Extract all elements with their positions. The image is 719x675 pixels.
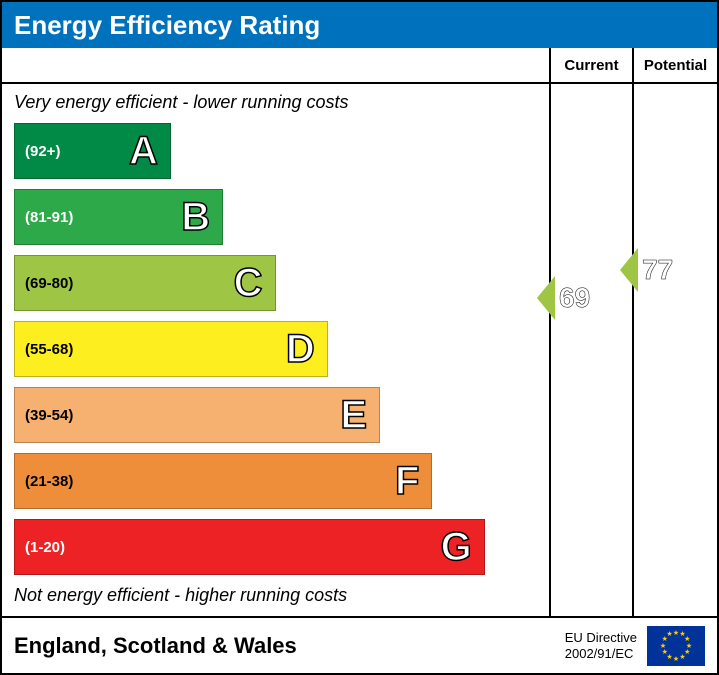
band-bar-c: (69-80) C bbox=[14, 255, 276, 311]
band-bar-a: (92+) A bbox=[14, 123, 171, 179]
eu-star-icon: ★ bbox=[673, 655, 679, 663]
band-range-c: (69-80) bbox=[25, 275, 73, 292]
potential-rating-arrow: 77 bbox=[620, 248, 683, 292]
caption-inefficient: Not energy efficient - higher running co… bbox=[14, 585, 347, 606]
chart-title: Energy Efficiency Rating bbox=[14, 10, 320, 40]
eu-directive-line2: 2002/91/EC bbox=[565, 646, 637, 662]
band-letter-a: A bbox=[129, 129, 158, 174]
eu-flag-icon: ★★★★★★★★★★★★ bbox=[647, 626, 705, 666]
eu-star-icon: ★ bbox=[666, 630, 672, 638]
footer: England, Scotland & Wales EU Directive 2… bbox=[2, 618, 717, 673]
eu-star-icon: ★ bbox=[673, 629, 679, 637]
main-area: Very energy efficient - lower running co… bbox=[2, 48, 717, 618]
band-range-e: (39-54) bbox=[25, 407, 73, 424]
band-bar-e: (39-54) E bbox=[14, 387, 380, 443]
band-range-b: (81-91) bbox=[25, 209, 73, 226]
current-rating-value: 69 bbox=[559, 282, 590, 314]
band-a: (92+) A bbox=[14, 123, 537, 179]
potential-arrow-shape: 77 bbox=[620, 248, 683, 292]
band-letter-e: E bbox=[340, 393, 367, 438]
band-range-f: (21-38) bbox=[25, 473, 73, 490]
eu-star-icon: ★ bbox=[679, 653, 685, 661]
band-range-d: (55-68) bbox=[25, 341, 73, 358]
potential-rating-value: 77 bbox=[642, 254, 673, 286]
eu-directive-line1: EU Directive bbox=[565, 630, 637, 646]
current-rating-arrow: 69 bbox=[537, 276, 600, 320]
footer-right: EU Directive 2002/91/EC ★★★★★★★★★★★★ bbox=[565, 626, 705, 666]
band-letter-c: C bbox=[234, 261, 263, 306]
band-bar-f: (21-38) F bbox=[14, 453, 432, 509]
band-c: (69-80) C bbox=[14, 255, 537, 311]
title-bar: Energy Efficiency Rating bbox=[2, 2, 717, 48]
potential-column: Potential 77 bbox=[634, 48, 717, 616]
bands-header-spacer bbox=[2, 48, 549, 84]
band-bar-d: (55-68) D bbox=[14, 321, 328, 377]
band-letter-b: B bbox=[181, 195, 210, 240]
eu-directive-text: EU Directive 2002/91/EC bbox=[565, 630, 637, 661]
band-letter-f: F bbox=[395, 459, 419, 504]
current-header: Current bbox=[551, 48, 632, 84]
bands-list: (92+) A (81-91) B (69-80) C (55-68) D (39-54) E (2… bbox=[14, 123, 537, 575]
band-g: (1-20) G bbox=[14, 519, 537, 575]
potential-header: Potential bbox=[634, 48, 717, 84]
band-range-g: (1-20) bbox=[25, 539, 65, 556]
band-letter-d: D bbox=[286, 327, 315, 372]
band-letter-g: G bbox=[441, 525, 472, 570]
band-b: (81-91) B bbox=[14, 189, 537, 245]
band-d: (55-68) D bbox=[14, 321, 537, 377]
current-column: Current 69 bbox=[551, 48, 634, 616]
band-range-a: (92+) bbox=[25, 143, 60, 160]
footer-region: England, Scotland & Wales bbox=[14, 633, 297, 659]
band-bar-b: (81-91) B bbox=[14, 189, 223, 245]
band-e: (39-54) E bbox=[14, 387, 537, 443]
epc-chart-container: Energy Efficiency Rating Very energy eff… bbox=[0, 0, 719, 675]
bands-column: Very energy efficient - lower running co… bbox=[2, 48, 551, 616]
caption-efficient: Very energy efficient - lower running co… bbox=[14, 92, 537, 113]
band-bar-g: (1-20) G bbox=[14, 519, 485, 575]
band-f: (21-38) F bbox=[14, 453, 537, 509]
current-arrow-shape: 69 bbox=[537, 276, 600, 320]
